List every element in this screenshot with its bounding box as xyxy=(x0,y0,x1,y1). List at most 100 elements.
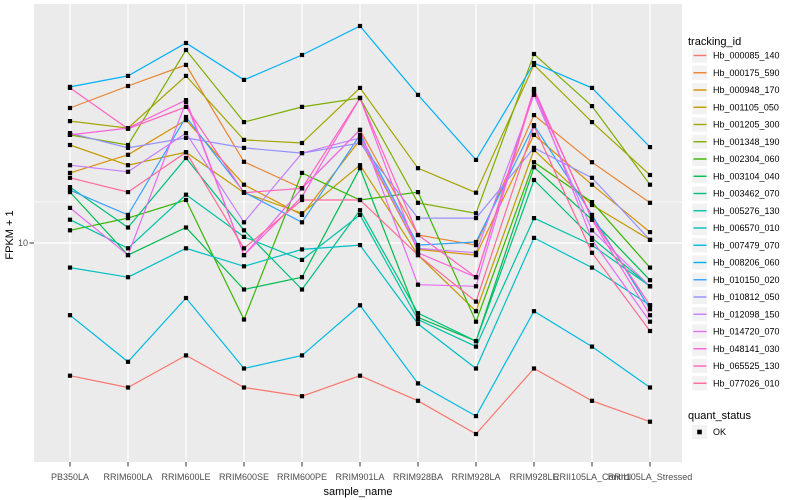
legend-entry: Hb_005276_130 xyxy=(692,203,780,218)
data-point-marker xyxy=(67,188,73,193)
data-point-marker xyxy=(67,132,73,137)
legend-entry-label: Hb_001205_300 xyxy=(713,120,780,130)
data-point-marker xyxy=(67,205,73,210)
data-point-marker xyxy=(357,85,363,90)
data-point-marker xyxy=(589,200,595,205)
data-point-marker xyxy=(67,217,73,222)
legend-entry-label: Hb_008206_060 xyxy=(713,258,780,268)
data-point-marker xyxy=(589,104,595,109)
data-point-marker xyxy=(241,385,247,390)
data-point-marker xyxy=(647,419,653,424)
data-point-marker xyxy=(67,265,73,270)
data-point-marker xyxy=(531,160,537,165)
data-point-marker xyxy=(67,105,73,111)
data-point-marker xyxy=(299,197,305,203)
legend-entry: Hb_077026_010 xyxy=(692,376,780,391)
data-point-marker xyxy=(415,246,421,251)
data-point-marker xyxy=(531,216,537,221)
data-point-marker xyxy=(589,228,595,233)
data-point-marker xyxy=(67,313,73,318)
data-point-marker xyxy=(473,253,479,258)
data-point-marker xyxy=(357,95,363,101)
legend-entry-label: Hb_000085_140 xyxy=(713,51,780,61)
data-point-marker xyxy=(125,163,131,168)
x-tick-label: PB350LA xyxy=(51,472,89,482)
legend-entry-label: Hb_077026_010 xyxy=(713,378,780,388)
data-point-marker xyxy=(589,344,595,349)
data-point-marker xyxy=(125,359,131,364)
data-point-marker xyxy=(647,307,653,312)
legend-entry: Hb_010812_050 xyxy=(692,290,780,304)
panel-background xyxy=(34,4,682,462)
data-point-marker xyxy=(183,62,189,67)
data-point-marker xyxy=(647,284,653,289)
data-point-marker xyxy=(183,197,189,203)
data-point-marker xyxy=(357,132,363,137)
x-tick-label: RRIM928BA xyxy=(393,472,443,482)
data-point-marker xyxy=(589,120,595,125)
legend-entry: Hb_012098_150 xyxy=(692,307,780,322)
data-point-marker xyxy=(183,135,189,140)
data-point-marker xyxy=(125,83,131,89)
data-point-marker xyxy=(183,118,189,123)
data-point-marker xyxy=(589,250,595,255)
legend-entry: Hb_001205_300 xyxy=(692,117,780,132)
data-point-marker xyxy=(647,172,653,178)
data-point-marker xyxy=(125,216,131,221)
data-point-marker xyxy=(589,202,595,208)
data-point-marker xyxy=(67,85,73,90)
x-tick-label: RRIM600LE xyxy=(161,472,210,482)
data-point-marker xyxy=(531,309,537,314)
data-point-marker xyxy=(647,230,653,235)
data-point-marker xyxy=(415,381,421,386)
data-point-marker xyxy=(183,131,189,136)
legend-quant-ok-label: OK xyxy=(713,427,726,437)
data-point-marker xyxy=(241,190,247,195)
data-point-marker xyxy=(589,243,595,248)
x-axis-title: sample_name xyxy=(323,486,392,498)
data-point-marker xyxy=(473,190,479,195)
data-point-marker xyxy=(415,321,421,326)
data-point-marker xyxy=(183,114,189,120)
data-point-marker xyxy=(473,239,479,245)
legend-entry-label: Hb_014720_070 xyxy=(713,327,780,337)
data-point-marker xyxy=(415,243,421,248)
data-point-marker xyxy=(531,145,537,150)
data-point-marker xyxy=(473,157,479,162)
data-point-marker xyxy=(299,104,305,109)
legend-entry: Hb_008206_060 xyxy=(692,255,780,270)
data-point-marker xyxy=(299,287,305,292)
data-point-marker xyxy=(299,220,305,225)
data-point-marker xyxy=(67,163,73,168)
data-point-marker xyxy=(357,373,363,378)
data-point-marker xyxy=(357,208,363,213)
data-point-marker xyxy=(647,313,653,318)
x-tick-label: RRIM600PE xyxy=(277,472,327,482)
data-point-marker xyxy=(125,126,131,131)
data-point-marker xyxy=(415,92,421,97)
legend-entry-label: Hb_000948_170 xyxy=(713,85,780,95)
legend-entry: Hb_065525_130 xyxy=(692,359,780,373)
data-point-marker xyxy=(473,366,479,371)
legend-entry: Hb_006570_010 xyxy=(692,221,780,235)
data-point-marker xyxy=(473,284,479,289)
legend-entry: Hb_001348_190 xyxy=(692,134,780,149)
x-tick-label: RRIM600SE xyxy=(219,472,269,482)
x-tick-label: RRII105LA_Control xyxy=(553,472,631,482)
data-point-marker xyxy=(473,344,479,349)
legend-entry: Hb_002304_060 xyxy=(692,152,780,166)
data-point-marker xyxy=(299,394,305,399)
data-point-marker xyxy=(125,385,131,390)
data-point-marker xyxy=(589,175,595,180)
data-point-marker xyxy=(299,140,305,146)
x-tick-label: RRIM928LE xyxy=(509,472,558,482)
y-axis-tick-label: 10 xyxy=(18,238,28,248)
data-point-marker xyxy=(67,228,73,233)
data-point-marker xyxy=(125,253,131,258)
data-point-marker xyxy=(647,385,653,390)
legend-entry: Hb_048141_030 xyxy=(692,341,780,356)
data-point-marker xyxy=(357,135,363,140)
data-point-marker xyxy=(647,278,653,283)
data-point-marker xyxy=(531,124,537,129)
